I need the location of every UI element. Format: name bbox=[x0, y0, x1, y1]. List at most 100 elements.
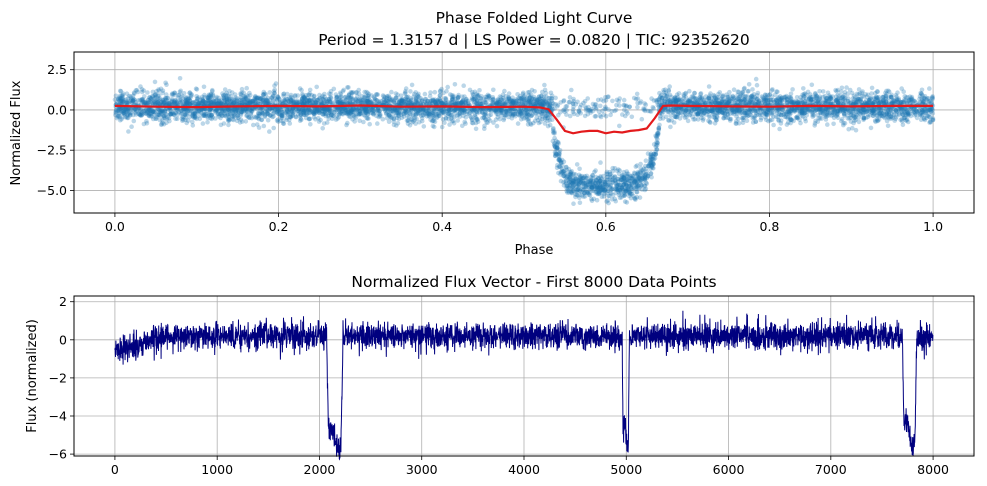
data-point bbox=[543, 90, 549, 96]
data-point bbox=[261, 92, 266, 98]
data-point bbox=[345, 95, 350, 101]
data-point bbox=[814, 107, 820, 113]
data-point bbox=[121, 110, 126, 116]
data-point bbox=[361, 119, 366, 125]
data-point bbox=[226, 122, 231, 128]
data-point bbox=[602, 179, 608, 185]
data-point bbox=[254, 122, 260, 127]
data-point bbox=[884, 88, 889, 94]
data-point bbox=[845, 96, 851, 101]
data-point bbox=[217, 98, 222, 104]
data-point bbox=[207, 107, 213, 113]
data-point bbox=[503, 107, 508, 112]
data-point bbox=[138, 84, 143, 89]
data-point bbox=[185, 118, 191, 123]
data-point bbox=[637, 195, 643, 200]
data-point bbox=[839, 85, 845, 91]
phase-folded-chart: Phase Folded Light Curve Period = 1.3157… bbox=[9, 9, 975, 258]
data-point bbox=[550, 138, 556, 144]
data-point bbox=[930, 117, 936, 123]
data-point bbox=[295, 93, 301, 98]
data-point bbox=[338, 99, 344, 104]
data-point bbox=[230, 106, 236, 112]
data-point bbox=[329, 112, 334, 118]
data-point bbox=[522, 93, 527, 98]
data-point bbox=[605, 182, 610, 188]
data-point bbox=[224, 96, 230, 101]
data-point bbox=[461, 110, 467, 115]
data-point bbox=[406, 107, 412, 112]
data-point bbox=[365, 98, 371, 104]
data-point bbox=[263, 109, 268, 114]
data-point bbox=[359, 94, 365, 99]
data-point bbox=[899, 111, 905, 117]
data-point bbox=[808, 97, 814, 103]
data-point bbox=[739, 108, 745, 113]
data-point bbox=[416, 94, 421, 100]
data-point bbox=[342, 99, 348, 104]
data-point bbox=[576, 187, 581, 192]
data-point bbox=[707, 98, 712, 104]
data-point bbox=[321, 109, 327, 115]
data-point bbox=[617, 123, 622, 129]
data-point bbox=[426, 113, 432, 119]
data-point bbox=[635, 104, 640, 110]
data-point bbox=[409, 107, 414, 113]
data-point bbox=[584, 106, 589, 111]
data-point bbox=[164, 120, 169, 126]
data-point bbox=[249, 108, 254, 114]
data-point bbox=[536, 112, 542, 117]
data-point bbox=[687, 97, 692, 103]
data-point bbox=[888, 94, 894, 100]
data-point bbox=[586, 185, 592, 190]
data-point bbox=[254, 114, 259, 119]
data-point bbox=[229, 90, 235, 95]
data-point bbox=[178, 88, 183, 94]
data-point bbox=[449, 97, 455, 103]
data-point bbox=[567, 183, 573, 188]
data-point bbox=[895, 90, 900, 95]
data-point bbox=[656, 97, 661, 103]
data-point bbox=[754, 82, 760, 88]
data-point bbox=[673, 99, 678, 105]
data-point bbox=[872, 90, 878, 96]
data-point bbox=[380, 116, 386, 122]
data-point bbox=[212, 100, 217, 106]
data-point bbox=[874, 113, 880, 119]
data-point bbox=[598, 160, 603, 165]
data-point bbox=[746, 82, 752, 87]
data-point bbox=[759, 94, 765, 99]
data-point bbox=[658, 94, 663, 99]
data-point bbox=[594, 197, 600, 203]
data-point bbox=[119, 117, 124, 122]
data-point bbox=[446, 107, 452, 112]
data-point bbox=[312, 100, 317, 106]
data-point bbox=[430, 123, 436, 129]
data-point bbox=[556, 170, 561, 176]
data-point bbox=[370, 111, 376, 117]
data-point bbox=[604, 174, 610, 180]
data-point bbox=[633, 178, 639, 183]
data-point bbox=[613, 190, 618, 195]
data-point bbox=[144, 119, 149, 124]
data-point bbox=[574, 192, 579, 197]
data-point bbox=[584, 175, 590, 181]
data-point bbox=[589, 184, 594, 189]
data-point bbox=[649, 160, 654, 165]
data-point bbox=[917, 101, 922, 106]
data-point bbox=[273, 81, 279, 86]
data-point bbox=[138, 111, 144, 116]
data-point bbox=[306, 98, 312, 103]
data-point bbox=[213, 98, 219, 104]
data-point bbox=[624, 182, 629, 188]
data-point bbox=[472, 96, 477, 101]
data-point bbox=[620, 177, 625, 183]
data-point bbox=[812, 121, 818, 126]
data-point bbox=[813, 118, 818, 124]
data-point bbox=[863, 92, 868, 97]
data-point bbox=[754, 100, 760, 105]
data-point bbox=[562, 173, 567, 179]
data-point bbox=[746, 88, 751, 94]
data-point bbox=[672, 97, 677, 102]
data-point bbox=[726, 100, 732, 106]
